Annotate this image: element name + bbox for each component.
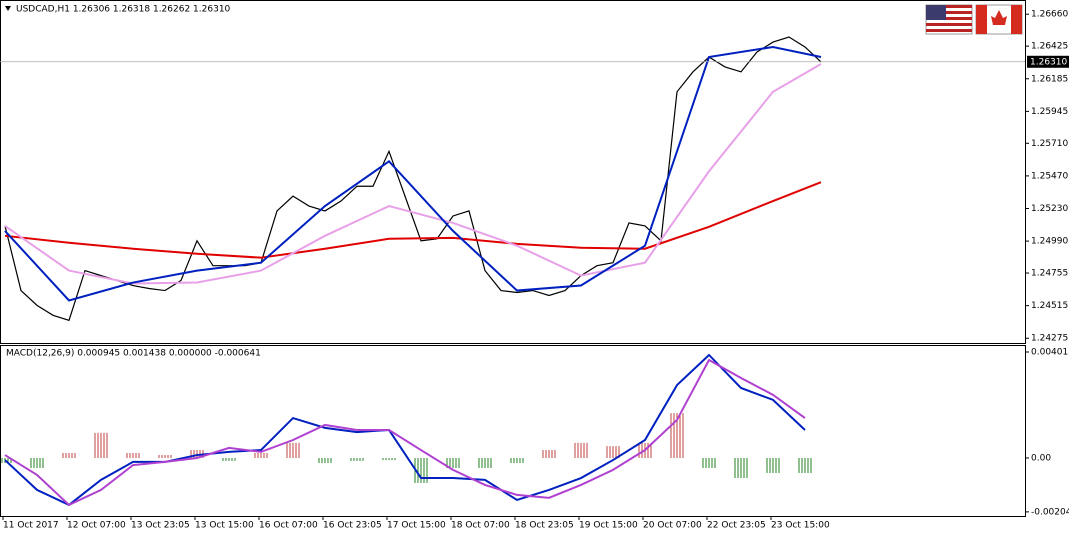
y-tick-label: 1.24755 (1031, 269, 1068, 279)
flag-us (925, 4, 973, 35)
last-price-box (1027, 55, 1069, 68)
x-tick-label: 18 Oct 23:05 (515, 521, 574, 531)
main-panel (0, 0, 1026, 344)
y-tick-label: -0.002042 (1031, 507, 1069, 517)
series-line (4, 36, 822, 322)
series-line (4, 353, 806, 507)
x-tick-label: 18 Oct 07:00 (451, 521, 510, 531)
macd-title: MACD(12,26,9) 0.000945 0.001438 0.000000… (6, 349, 261, 359)
chart-title: USDCAD,H1 1.26306 1.26318 1.26262 1.2631… (16, 5, 231, 15)
y-tick-label: 0.00 (1031, 453, 1051, 463)
y-tick-label: 1.26185 (1031, 74, 1068, 84)
x-tick-label: 22 Oct 23:05 (707, 521, 766, 531)
x-tick-label: 17 Oct 15:00 (387, 521, 446, 531)
y-tick-label: 1.25230 (1031, 204, 1068, 214)
x-tick-label: 16 Oct 07:00 (259, 521, 318, 531)
series-line (4, 358, 806, 507)
x-tick-label: 13 Oct 23:05 (131, 521, 190, 531)
macd-panel (0, 345, 1026, 517)
x-tick-label: 19 Oct 15:00 (579, 521, 638, 531)
last-price-label: 1.26310 (1030, 57, 1067, 67)
x-tick-label: 12 Oct 07:00 (67, 521, 126, 531)
y-tick-label: 1.25710 (1031, 139, 1068, 149)
menu-arrow[interactable] (5, 6, 11, 11)
y-tick-label: 1.25945 (1031, 107, 1068, 117)
x-tick-label: 20 Oct 07:00 (643, 521, 702, 531)
series-line (4, 181, 822, 259)
flag-ca (975, 4, 1023, 35)
series-line (4, 45, 822, 302)
x-tick-label: 13 Oct 15:00 (195, 521, 254, 531)
x-tick-label: 11 Oct 2017 (3, 521, 59, 531)
x-tick-label: 23 Oct 15:00 (771, 521, 830, 531)
y-tick-label: 1.24990 (1031, 237, 1068, 247)
series-line (4, 63, 822, 285)
x-tick-label: 16 Oct 23:05 (323, 521, 382, 531)
y-tick-label: 1.24515 (1031, 301, 1068, 311)
y-tick-label: 1.25470 (1031, 171, 1068, 181)
y-tick-label: 1.26660 (1031, 10, 1068, 20)
y-tick-label: 0.004013 (1031, 347, 1069, 357)
y-tick-label: 1.26425 (1031, 42, 1068, 52)
y-tick-label: 1.24275 (1031, 334, 1068, 344)
